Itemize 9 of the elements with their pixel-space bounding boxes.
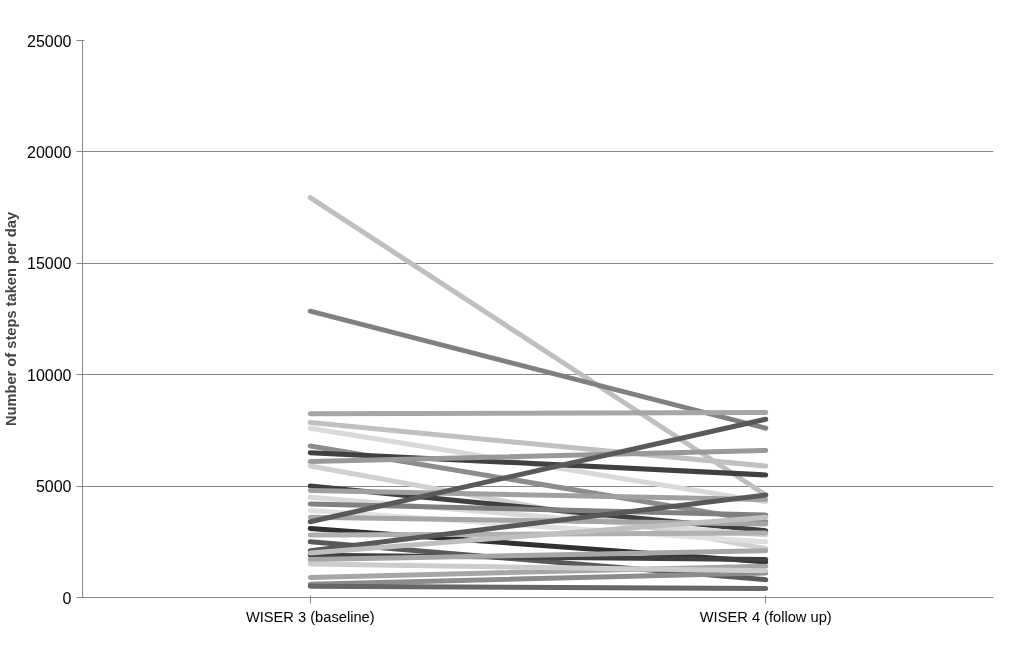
x-tick-label: WISER 4 (follow up) [699, 608, 832, 625]
y-axis-title: Number of steps taken per day [3, 211, 20, 427]
y-tick-label: 15000 [27, 255, 72, 273]
y-tick-label: 25000 [27, 32, 72, 50]
y-tick-label: 0 [62, 589, 72, 607]
y-tick-label: 5000 [35, 478, 72, 496]
y-tick-label: 20000 [27, 143, 72, 161]
x-tick-label: WISER 3 (baseline) [245, 608, 375, 625]
y-tick-label: 10000 [27, 366, 72, 384]
